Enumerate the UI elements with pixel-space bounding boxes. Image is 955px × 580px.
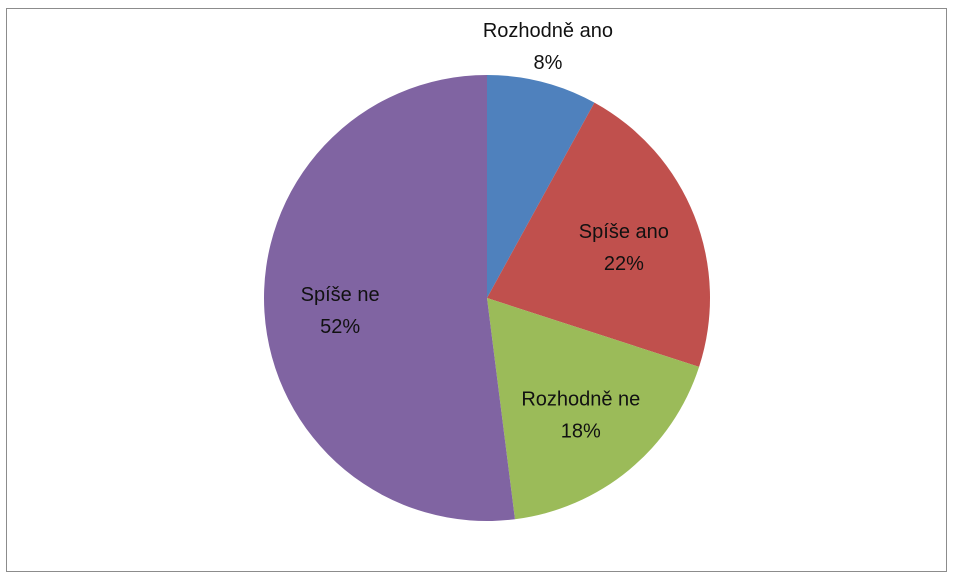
slice-label-2: Rozhodně ne 18%	[521, 388, 640, 442]
slice-category-0: Rozhodně ano	[483, 20, 613, 42]
pie-slices	[264, 75, 710, 521]
slice-category-2: Rozhodně ne	[521, 388, 640, 410]
pie-slice-2	[487, 298, 700, 520]
slice-percent-1: 22%	[604, 253, 644, 275]
slice-category-1: Spíše ano	[579, 221, 669, 243]
slice-percent-0: 8%	[533, 52, 562, 74]
slice-label-3: Spíše ne 52%	[301, 284, 380, 338]
slice-percent-3: 52%	[320, 316, 360, 338]
slice-percent-2: 18%	[561, 420, 601, 442]
slice-category-3: Spíše ne	[301, 284, 380, 306]
slice-label-1: Spíše ano 22%	[579, 221, 669, 275]
pie-slice-1	[487, 102, 710, 367]
pie-slice-3	[264, 75, 515, 521]
slice-labels: Rozhodně ano 8% Spíše ano 22% Rozhodně ne 18%…	[301, 20, 669, 442]
slice-label-0: Rozhodně ano 8%	[483, 20, 613, 74]
pie-slice-0	[487, 75, 595, 298]
